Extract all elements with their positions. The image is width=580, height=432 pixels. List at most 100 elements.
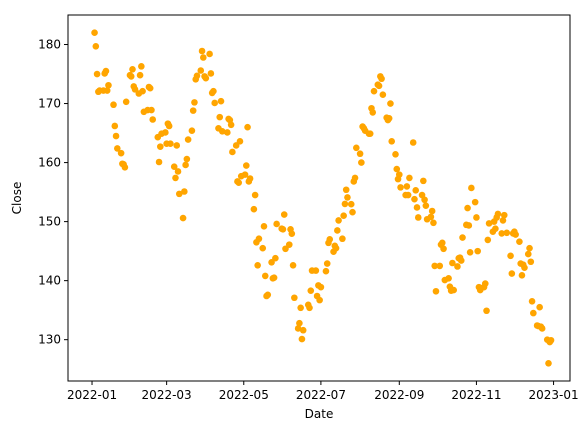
x-axis-label: Date <box>305 407 334 421</box>
data-point-236 <box>521 264 528 271</box>
data-point-137 <box>342 186 350 194</box>
data-point-18 <box>122 98 130 106</box>
data-point-93 <box>260 223 268 230</box>
data-point-196 <box>449 259 456 267</box>
data-point-9 <box>105 81 112 89</box>
data-point-246 <box>538 325 546 332</box>
data-point-123 <box>316 296 323 304</box>
data-point-57 <box>193 72 201 80</box>
data-point-132 <box>334 227 341 234</box>
data-point-171 <box>404 191 412 199</box>
data-point-117 <box>306 304 313 312</box>
data-point-153 <box>370 87 378 95</box>
data-point-8 <box>103 87 111 94</box>
data-point-214 <box>481 280 489 287</box>
data-point-176 <box>413 204 421 211</box>
data-point-99 <box>270 274 278 281</box>
data-point-13 <box>114 145 121 152</box>
data-point-198 <box>454 263 461 270</box>
data-point-248 <box>545 359 552 367</box>
data-point-145 <box>358 159 365 166</box>
data-point-79 <box>235 179 243 186</box>
data-point-241 <box>530 309 537 317</box>
y-tick-label-0: 130 <box>38 333 61 347</box>
data-point-88 <box>251 191 259 199</box>
data-point-144 <box>356 150 364 158</box>
data-point-185 <box>430 219 437 227</box>
data-point-72 <box>224 129 231 136</box>
data-point-80 <box>236 138 244 145</box>
data-point-138 <box>344 194 351 201</box>
data-point-197 <box>450 286 457 294</box>
data-point-20 <box>127 73 135 80</box>
x-axis-ticks: 2022-01 2022-03 2022-05 2022-07 2022-09 2022-… <box>67 381 579 402</box>
data-point-75 <box>227 121 235 129</box>
data-point-66 <box>210 87 217 95</box>
data-point-215 <box>483 307 490 315</box>
data-point-42 <box>167 140 174 147</box>
data-point-155 <box>375 82 383 90</box>
data-point-165 <box>393 165 401 173</box>
data-point-136 <box>341 200 349 208</box>
data-point-36 <box>157 143 164 150</box>
data-point-45 <box>173 142 181 149</box>
data-point-54 <box>189 107 197 114</box>
data-point-239 <box>527 258 535 266</box>
data-point-142 <box>351 174 359 182</box>
data-point-158 <box>379 91 387 98</box>
data-point-70 <box>217 97 225 105</box>
data-point-140 <box>349 208 356 216</box>
data-point-163 <box>388 138 396 145</box>
data-point-227 <box>507 252 514 260</box>
data-points <box>91 29 555 367</box>
data-point-183 <box>427 213 435 221</box>
data-point-143 <box>353 144 360 152</box>
data-point-204 <box>464 204 471 212</box>
data-point-135 <box>340 212 347 220</box>
data-point-131 <box>332 244 340 252</box>
data-point-0 <box>91 29 98 37</box>
data-point-223 <box>498 230 506 237</box>
data-point-26 <box>138 63 145 70</box>
y-axis-ticks: 130 140 150 160 170 180 <box>38 38 68 347</box>
data-point-191 <box>440 245 447 253</box>
y-tick-label-5: 180 <box>38 38 61 52</box>
data-point-84 <box>244 123 251 131</box>
data-point-126 <box>323 260 331 267</box>
x-tick-label-1: 2022-03 <box>142 388 192 402</box>
data-point-210 <box>474 247 481 255</box>
data-point-224 <box>499 217 507 224</box>
data-point-82 <box>241 171 249 178</box>
data-point-111 <box>294 325 302 332</box>
data-point-1 <box>92 42 100 50</box>
data-point-180 <box>421 196 428 204</box>
data-point-115 <box>299 326 307 334</box>
data-point-63 <box>206 50 213 58</box>
data-point-91 <box>255 235 263 243</box>
y-tick-label-1: 140 <box>38 274 61 288</box>
data-point-71 <box>218 127 226 135</box>
data-point-10 <box>110 101 117 109</box>
y-axis-label: Close <box>10 182 24 215</box>
y-tick-label-2: 150 <box>38 215 61 229</box>
data-point-228 <box>508 270 516 277</box>
x-tick-label-0: 2022-01 <box>67 388 117 402</box>
data-point-2 <box>93 70 101 78</box>
data-point-232 <box>516 238 523 245</box>
data-point-94 <box>261 272 269 280</box>
data-point-114 <box>298 335 306 343</box>
data-point-86 <box>246 175 254 182</box>
data-point-76 <box>229 148 236 156</box>
data-point-69 <box>216 113 224 121</box>
data-point-108 <box>288 230 296 237</box>
data-point-7 <box>102 67 110 75</box>
data-point-109 <box>289 262 297 269</box>
data-point-184 <box>428 207 436 215</box>
data-point-168 <box>397 184 404 191</box>
data-point-186 <box>431 262 439 270</box>
data-point-217 <box>485 220 493 227</box>
data-point-50 <box>182 161 189 169</box>
data-point-207 <box>468 184 475 192</box>
plot-area-frame <box>67 14 571 382</box>
data-point-150 <box>366 130 374 137</box>
